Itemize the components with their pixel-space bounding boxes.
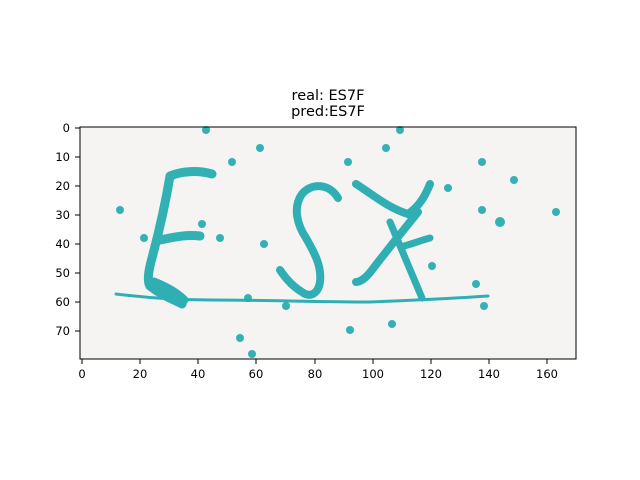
- glyph-f: [386, 218, 434, 302]
- x-tick-label: 160: [536, 367, 558, 381]
- y-tick-label: 20: [55, 179, 70, 193]
- y-tick-label: 50: [55, 266, 70, 280]
- y-axis: 0 10 20 30 40 50 60 70: [55, 121, 80, 338]
- title-real: real: ES7F: [292, 88, 365, 104]
- captcha-image: [79, 126, 577, 360]
- glyph-7: [352, 180, 434, 286]
- x-tick-label: 80: [308, 367, 323, 381]
- x-tick-label: 120: [420, 367, 442, 381]
- y-tick-label: 10: [55, 150, 70, 164]
- x-axis: 0 20 40 60 80 100 120 140 160: [78, 359, 558, 381]
- x-tick-label: 60: [249, 367, 264, 381]
- captcha-strokes: [114, 167, 490, 309]
- noise-dots: [116, 126, 560, 358]
- x-tick-label: 100: [362, 367, 384, 381]
- x-tick-label: 0: [78, 367, 85, 381]
- image-frame: [79, 126, 577, 360]
- glyph-s: [276, 182, 342, 299]
- y-tick-label: 60: [55, 295, 70, 309]
- y-tick-label: 70: [55, 324, 70, 338]
- y-tick-label: 30: [55, 208, 70, 222]
- title-pred: pred:ES7F: [291, 104, 365, 120]
- x-tick-label: 140: [478, 367, 500, 381]
- y-tick-label: 40: [55, 237, 70, 251]
- captcha-underline: [114, 292, 490, 304]
- x-tick-label: 20: [133, 367, 148, 381]
- x-tick-label: 40: [191, 367, 206, 381]
- y-tick-label: 0: [63, 121, 70, 135]
